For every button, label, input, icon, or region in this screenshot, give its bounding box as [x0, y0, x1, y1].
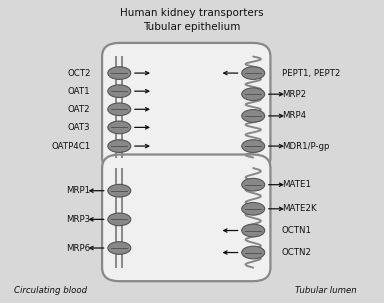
Text: Tubular epithelium: Tubular epithelium — [143, 22, 241, 32]
Text: MRP1: MRP1 — [66, 186, 91, 195]
Ellipse shape — [108, 121, 131, 134]
FancyBboxPatch shape — [102, 155, 270, 281]
Ellipse shape — [242, 224, 265, 237]
Ellipse shape — [242, 246, 265, 259]
Ellipse shape — [108, 185, 131, 197]
Ellipse shape — [108, 242, 131, 254]
Text: Tubular lumen: Tubular lumen — [295, 286, 357, 295]
Text: OAT1: OAT1 — [68, 87, 91, 96]
Text: Human kidney transporters: Human kidney transporters — [120, 8, 264, 18]
Text: MRP6: MRP6 — [66, 244, 91, 252]
Ellipse shape — [108, 103, 131, 116]
Text: MRP4: MRP4 — [282, 112, 306, 120]
Ellipse shape — [242, 67, 265, 79]
Text: MRP2: MRP2 — [282, 90, 306, 99]
Text: MRP3: MRP3 — [66, 215, 91, 224]
Text: MATE1: MATE1 — [282, 180, 311, 189]
Text: MATE2K: MATE2K — [282, 204, 316, 213]
FancyBboxPatch shape — [102, 43, 270, 171]
Text: MDR1/P-gp: MDR1/P-gp — [282, 142, 329, 151]
Ellipse shape — [108, 85, 131, 98]
Ellipse shape — [242, 202, 265, 215]
Text: OCTN1: OCTN1 — [282, 226, 312, 235]
Ellipse shape — [242, 140, 265, 152]
Text: OCT2: OCT2 — [67, 68, 91, 78]
Text: OAT2: OAT2 — [68, 105, 91, 114]
Text: OCTN2: OCTN2 — [282, 248, 312, 257]
Ellipse shape — [242, 178, 265, 191]
Ellipse shape — [108, 140, 131, 152]
Ellipse shape — [108, 213, 131, 226]
Text: PEPT1, PEPT2: PEPT1, PEPT2 — [282, 68, 340, 78]
Ellipse shape — [242, 88, 265, 101]
Text: OATP4C1: OATP4C1 — [51, 142, 91, 151]
Ellipse shape — [108, 67, 131, 79]
Ellipse shape — [242, 110, 265, 122]
Text: Circulating blood: Circulating blood — [14, 286, 87, 295]
Text: OAT3: OAT3 — [68, 123, 91, 132]
